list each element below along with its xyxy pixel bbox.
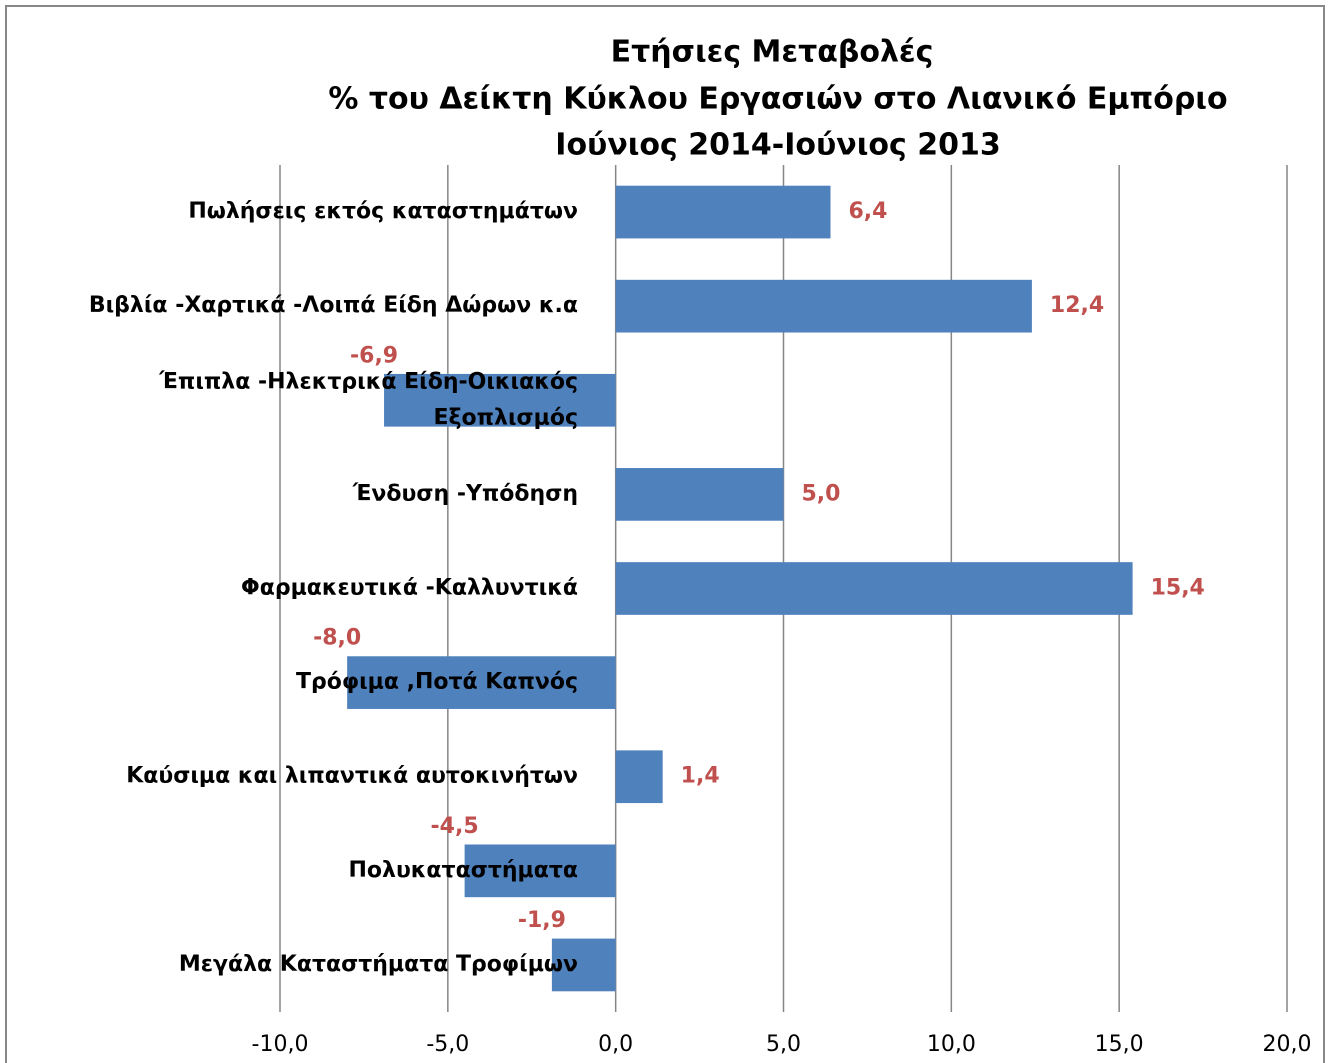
- x-tick-label: -5,0: [426, 1032, 469, 1057]
- y-tick-label: Καύσιμα και λιπαντικά αυτοκινήτων: [126, 764, 578, 789]
- y-tick-label: Έπιπλα -Ηλεκτρικά Είδη-Οικιακός Εξοπλισμό…: [158, 369, 578, 430]
- y-tick-label: Πολυκαταστήματα: [349, 858, 579, 883]
- bar: [615, 468, 784, 521]
- data-label: 1,4: [681, 764, 720, 789]
- bar: [551, 938, 616, 992]
- y-tick-label: Πωλήσεις εκτός καταστημάτων: [188, 199, 578, 224]
- x-tick-label: 10,0: [927, 1032, 976, 1057]
- bar: [384, 373, 616, 427]
- y-tick-label: Μεγάλα Καταστήματα Τροφίμων: [179, 952, 578, 977]
- y-tick-label: Βιβλία -Χαρτικά -Λοιπά Είδη Δώρων κ.α: [89, 293, 578, 318]
- chart-title: % του Δείκτη Κύκλου Εργασιών στο Λιανικό…: [328, 82, 1227, 117]
- data-label: -8,0: [313, 626, 361, 651]
- x-tick-label: 0,0: [598, 1032, 633, 1057]
- data-label: 12,4: [1050, 293, 1104, 318]
- x-tick-label: 5,0: [766, 1032, 801, 1057]
- x-tick-label: -10,0: [252, 1032, 309, 1057]
- data-label: 5,0: [802, 481, 841, 506]
- y-tick-label: Τρόφιμα ,Ποτά Καπνός: [296, 670, 578, 695]
- data-label: -6,9: [350, 343, 398, 368]
- bar: [615, 750, 663, 804]
- bar: [347, 656, 616, 709]
- chart-title: Ετήσιες Μεταβολές: [611, 35, 934, 70]
- bar: [615, 562, 1133, 615]
- y-tick-label: Φαρμακευτικά -Καλλυντικά: [241, 576, 578, 601]
- data-label: -1,9: [518, 908, 566, 933]
- bar: [464, 844, 616, 898]
- x-tick-label: 20,0: [1263, 1032, 1312, 1057]
- bar: [615, 279, 1032, 333]
- chart-title: Ιούνιος 2014-Ιούνιος 2013: [555, 128, 1000, 163]
- data-label: -4,5: [431, 814, 479, 839]
- data-label: 6,4: [848, 199, 887, 224]
- y-tick-label: Ένδυση -Υπόδηση: [352, 481, 578, 506]
- data-label: 15,4: [1151, 576, 1205, 601]
- bar: [615, 185, 831, 239]
- chart-border: [5, 5, 1325, 1063]
- x-tick-label: 15,0: [1095, 1032, 1144, 1057]
